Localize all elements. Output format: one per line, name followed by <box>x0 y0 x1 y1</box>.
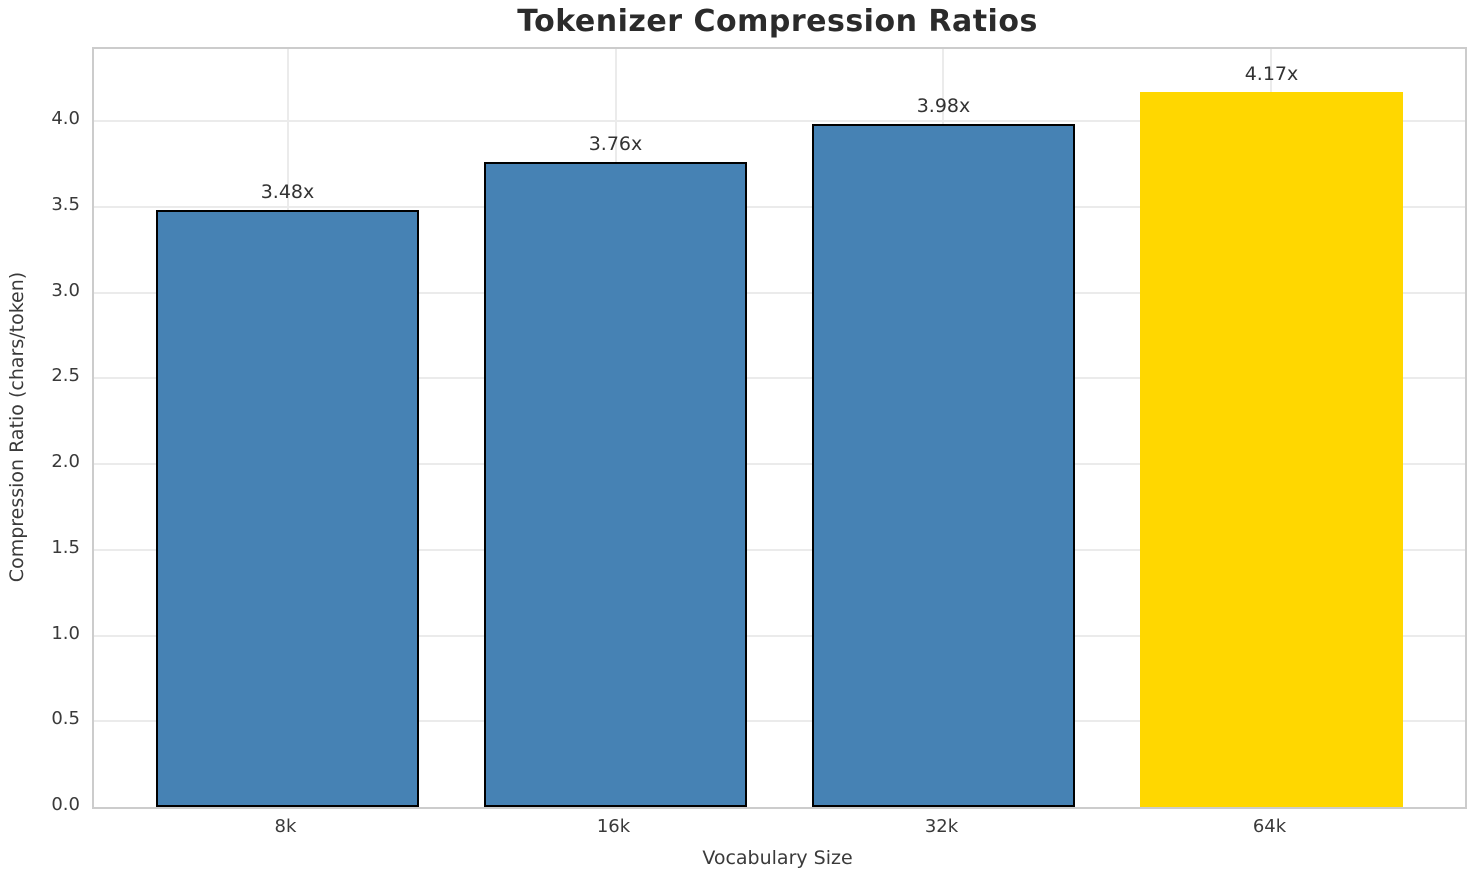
gridline-horizontal <box>94 463 1465 466</box>
bar-value-label: 3.98x <box>916 95 971 118</box>
gridline-horizontal <box>94 634 1465 637</box>
bar-64k <box>1140 91 1403 807</box>
gridline-horizontal <box>94 205 1465 208</box>
y-tick-label: 3.5 <box>51 193 80 215</box>
y-tick-label: 1.0 <box>51 622 80 644</box>
bar-value-label: 3.48x <box>260 181 315 204</box>
gridline-horizontal <box>94 377 1465 380</box>
gridline-horizontal <box>94 720 1465 723</box>
bar-16k <box>484 162 747 807</box>
gridline-horizontal <box>94 291 1465 294</box>
plot-area: 3.48x 3.76x 3.98x 4.17x <box>92 47 1467 809</box>
gridline-horizontal <box>94 120 1465 123</box>
bar-8k <box>156 210 419 807</box>
x-tick-label: 16k <box>596 816 631 837</box>
y-tick-label: 0.5 <box>51 708 80 730</box>
bar-value-label: 4.17x <box>1244 62 1299 85</box>
y-tick-label: 2.5 <box>51 365 80 387</box>
x-tick-label: 64k <box>1252 816 1287 837</box>
gridline-horizontal <box>94 548 1465 551</box>
y-tick-label: 0.0 <box>51 794 80 815</box>
bar-32k <box>812 124 1075 807</box>
y-tick-label: 2.0 <box>51 451 80 472</box>
x-axis-label: Vocabulary Size <box>702 847 853 869</box>
y-tick-label: 1.5 <box>51 536 80 558</box>
x-tick-label: 8k <box>274 816 297 837</box>
y-tick-label: 3.0 <box>51 279 80 301</box>
chart-title: Tokenizer Compression Ratios <box>517 4 1038 39</box>
y-tick-label: 4.0 <box>51 108 80 130</box>
bar-value-label: 3.76x <box>588 133 643 156</box>
x-tick-label: 32k <box>924 816 959 837</box>
